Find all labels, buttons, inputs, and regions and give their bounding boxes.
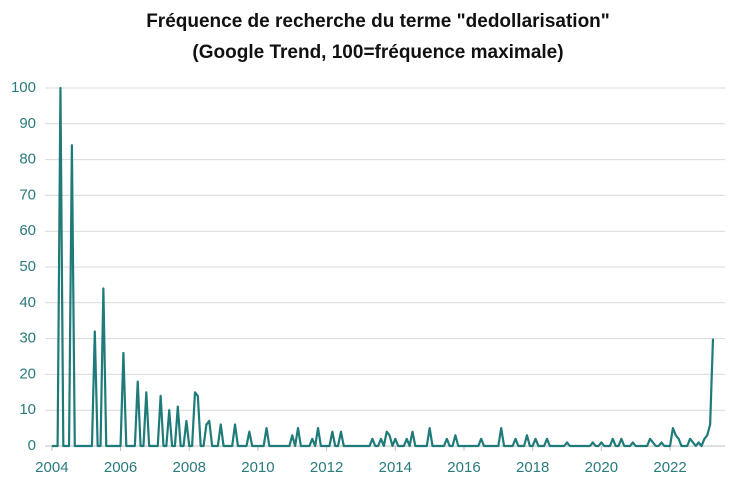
y-tick-label: 80 (19, 151, 36, 168)
chart-title: Fréquence de recherche du terme "dedolla… (146, 11, 610, 32)
y-tick-label: 70 (19, 186, 36, 203)
x-tick-label: 2012 (310, 459, 343, 476)
x-tick-label: 2022 (653, 459, 686, 476)
x-tick-label: 2020 (585, 459, 618, 476)
y-tick-label: 60 (19, 222, 36, 239)
x-tick-label: 2006 (104, 459, 137, 476)
y-tick-label: 10 (19, 401, 36, 418)
y-tick-label: 40 (19, 294, 36, 311)
y-tick-label: 30 (19, 330, 36, 347)
x-tick-label: 2016 (447, 459, 480, 476)
x-tick-label: 2010 (241, 459, 274, 476)
y-tick-label: 100 (11, 79, 36, 96)
y-tick-label: 50 (19, 258, 36, 275)
line-series (51, 86, 715, 448)
x-tick-label: 2008 (173, 459, 206, 476)
y-tick-label: 0 (28, 437, 36, 454)
y-tick-label: 90 (19, 115, 36, 132)
x-tick-label: 2004 (35, 459, 68, 476)
x-tick-label: 2014 (379, 459, 412, 476)
x-tick-label: 2018 (516, 459, 549, 476)
y-tick-label: 20 (19, 365, 36, 382)
chart-subtitle: (Google Trend, 100=fréquence maximale) (192, 42, 563, 63)
